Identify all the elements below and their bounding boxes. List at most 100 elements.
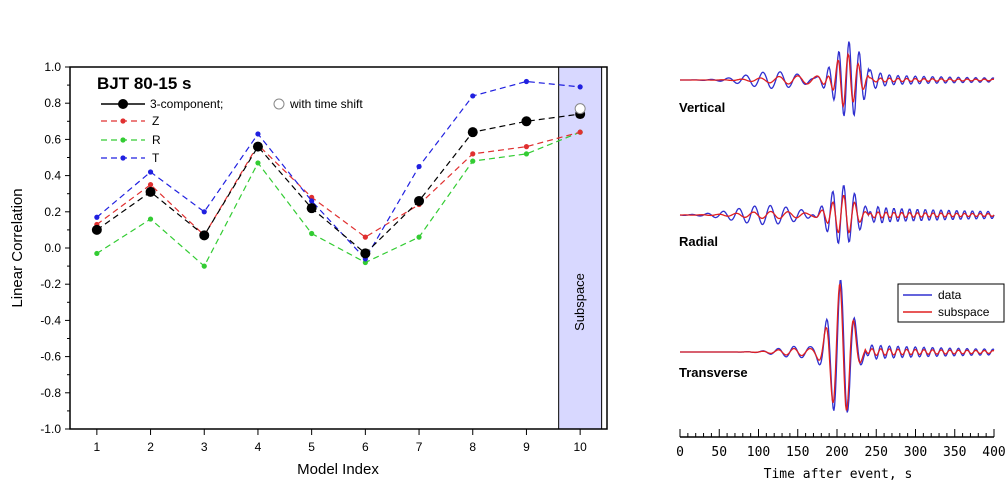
time-tick-label: 350 [943,445,966,460]
data-point [255,131,261,137]
data-point [145,186,156,197]
data-point [523,78,530,85]
time-tick-label: 0 [676,445,684,460]
y-tick-label: -1.0 [40,422,61,436]
y-tick-label: 1.0 [44,60,61,74]
waveforms [679,41,995,413]
data-point [360,248,371,259]
waveform-T-subspace [680,283,995,411]
time-shift-point [574,103,586,115]
x-tick-label: 3 [201,440,208,454]
data-point [147,216,154,222]
x-tick-label: 6 [362,440,369,454]
y-tick-label: 0.0 [44,241,61,255]
data-point [362,259,368,266]
waveform-R-subspace [680,194,995,234]
data-point [147,169,154,175]
series-line-3-component [96,113,581,255]
panel-label-radial: Radial [679,234,718,249]
data-point [199,230,210,241]
time-tick-label: 300 [904,445,927,460]
waveform-legend-box [897,283,1005,323]
y-tick-label: 0.8 [44,96,61,110]
waveform-chart: Vertical Radial Transverse data subspace… [676,41,1005,482]
waveform-V-data [680,41,995,118]
legend-marker-time-shift [273,98,285,110]
legend-marker [120,155,126,161]
y-tick-label: -0.4 [40,313,61,327]
data-point [94,250,100,257]
time-tick-label: 400 [982,445,1005,460]
legend-label: T [152,151,160,165]
data-point [309,230,315,237]
legend-label-subspace: subspace [938,305,990,319]
time-tick-label: 150 [786,445,809,460]
subspace-label: Subspace [572,273,587,331]
correlation-chart: Subspace 1.0 0.8 0.6 0.4 0.2 0.0 -0.2 -0.4 -0.6 -… [9,60,608,478]
data-point [255,160,261,166]
legend-marker [118,99,128,109]
time-tick-label: 250 [865,445,888,460]
data-point [201,263,207,269]
legend-label-time-shift: with time shift [289,97,363,111]
data-point [201,209,207,215]
series-line-T [96,80,581,260]
x-axis-label: Model Index [297,461,379,478]
x-tick-label: 10 [573,440,587,454]
panel-label-vertical: Vertical [679,100,725,115]
x-tick-label: 5 [308,440,315,454]
data-point [416,163,422,170]
y-axis-label: Linear Correlation [9,188,26,307]
y-tick-label: -0.2 [40,277,61,291]
data-point [252,141,263,152]
legend-marker [120,118,126,124]
legend-label: Z [152,114,159,128]
data-point [147,182,154,188]
data-point [470,158,476,164]
panel-label-transverse: Transverse [679,365,748,380]
time-tick-label: 200 [825,445,848,460]
waveform-R-data [679,185,995,245]
chart-title: BJT 80-15 s [97,74,192,93]
waveform-legend: data subspace [897,283,1005,323]
y-tick-label: 0.6 [44,132,61,146]
legend-label: R [152,133,161,147]
subspace-region [558,66,603,430]
data-point [414,195,425,206]
data-point [523,144,530,150]
waveform-V-subspace [680,52,995,109]
data-point [470,151,476,157]
data-point [467,127,478,138]
data-point [306,203,317,214]
y-tick-label: 0.4 [44,169,61,183]
legend-marker [120,137,126,143]
y-axis: 1.0 0.8 0.6 0.4 0.2 0.0 -0.2 -0.4 -0.6 -0.8 -1.0 [40,60,70,436]
x-tick-label: 1 [94,440,101,454]
data-point [577,129,583,135]
data-point [521,116,532,127]
data-point [362,234,368,240]
x-tick-label: 7 [416,440,423,454]
x-axis: 1 2 3 4 5 6 7 8 9 10 [94,429,587,454]
data-point [91,224,102,235]
legend-label: 3-component; [150,97,223,111]
y-tick-label: -0.8 [40,386,61,400]
legend-label-data: data [938,288,962,302]
time-tick-label: 100 [747,445,770,460]
x-tick-label: 4 [255,440,262,454]
y-tick-label: -0.6 [40,350,61,364]
series-line-Z [96,131,581,238]
time-tick-label: 50 [711,445,727,460]
data-point [470,93,476,99]
data-point [416,234,422,240]
y-tick-label: 0.2 [44,205,61,219]
time-axis-label: Time after event, s [764,467,913,482]
time-axis: 0 50 100 150 200 250 300 350 400 [676,429,1005,460]
x-tick-label: 8 [469,440,476,454]
x-tick-label: 9 [523,440,530,454]
x-tick-label: 2 [147,440,154,454]
series-line-R [96,131,581,268]
